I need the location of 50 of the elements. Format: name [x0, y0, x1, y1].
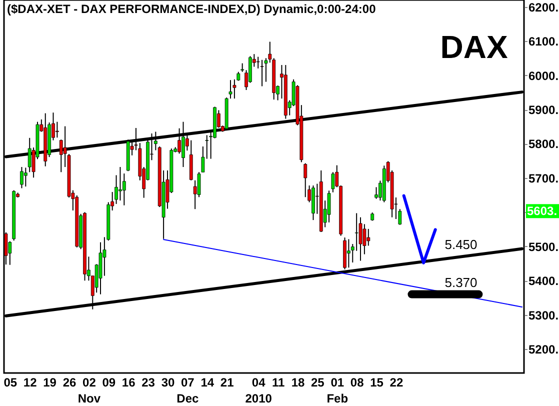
chart-title: ($DAX-XET - DAX PERFORMANCE-INDEX,D) Dynamic,0:00-24:00: [7, 2, 376, 16]
candlestick: [346, 238, 350, 268]
candlestick: [118, 166, 122, 202]
y-tick-label: 5900.: [528, 103, 559, 118]
x-tick-label: 18: [291, 376, 305, 390]
annotation: 5.450: [444, 237, 478, 252]
y-tick-label: 5800.: [528, 137, 559, 152]
x-tick-label: 09: [102, 376, 116, 390]
x-tick-label: 01 Feb: [326, 376, 348, 406]
candlestick: [366, 228, 370, 246]
candlestick: [55, 121, 59, 138]
x-tick-label: 16: [122, 376, 136, 390]
candlestick: [327, 190, 331, 223]
candlestick: [24, 167, 28, 187]
x-tick-label: 02 Nov: [78, 376, 101, 406]
x-tick-label: 26: [62, 376, 76, 390]
candlestick: [178, 128, 182, 154]
x-tick-label: 11: [272, 376, 285, 390]
x-tick-label: 12: [23, 376, 38, 390]
y-tick-label: 5300.: [528, 308, 559, 322]
candlestick: [260, 59, 264, 87]
x-tick-label: 04 2010: [245, 376, 272, 406]
x-tick-label: 05: [4, 376, 18, 390]
y-tick-label: 5200.: [528, 342, 559, 357]
candlestick: [354, 212, 358, 252]
annotation: DAX: [440, 29, 508, 65]
y-tick-label: 6100.: [528, 34, 559, 49]
candlestick: [20, 166, 24, 189]
candlestick: [374, 186, 378, 200]
x-tick-label: 21: [220, 376, 234, 390]
x-tick-label: 23: [142, 376, 156, 390]
candlestick: [122, 172, 126, 206]
y-tick-label: 5400.: [528, 274, 559, 288]
x-tick-label: 08: [350, 376, 364, 390]
y-tick-label: 5700.: [528, 171, 559, 186]
x-tick-label: 22: [390, 376, 404, 390]
y-tick-label: 5500.: [528, 240, 559, 254]
x-tick-label: 30: [161, 376, 175, 390]
candlestick: [154, 131, 158, 151]
x-tick-label: 15: [370, 376, 384, 390]
x-tick-label: 14: [200, 376, 214, 390]
annotation: 5603.: [527, 204, 558, 218]
x-tick-label: 25: [311, 376, 325, 390]
candlestick: [304, 162, 308, 198]
y-tick-label: 6200.: [528, 0, 559, 14]
annotation: 5.370: [444, 275, 478, 290]
candlestick: [358, 216, 362, 262]
x-tick-label: 19: [43, 376, 57, 390]
x-tick-label: 07 Dec: [176, 376, 200, 406]
y-tick-label: 6000.: [528, 68, 559, 83]
